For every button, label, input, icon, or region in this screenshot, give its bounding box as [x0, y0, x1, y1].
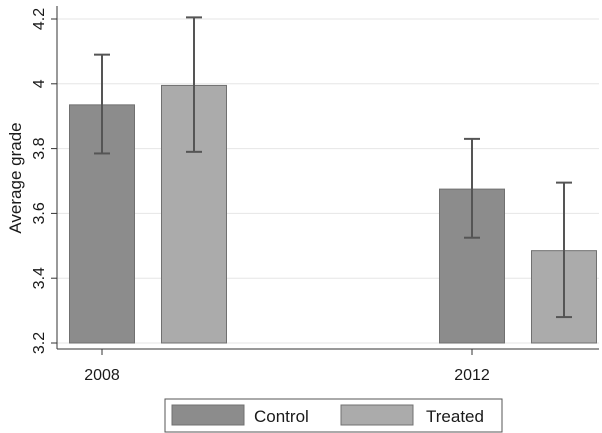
- legend-swatch-control: [171, 404, 245, 426]
- legend-label-control: Control: [254, 407, 309, 426]
- legend-label-treated: Treated: [426, 407, 484, 426]
- y-tick-label: 3.8: [31, 137, 48, 159]
- y-tick-label: 3.6: [31, 202, 48, 224]
- y-tick-label: 3.4: [31, 267, 48, 289]
- gridlines: [57, 18, 599, 344]
- x-tick-label: 2008: [84, 367, 120, 384]
- error-bars: [94, 16, 572, 319]
- legend: Control Treated: [164, 398, 503, 433]
- x-tick-labels: 2008 2012: [84, 349, 490, 384]
- y-tick-labels: 3.2 3.4 3.6 3.8 4 4.2: [31, 8, 57, 354]
- plot-area: [57, 6, 599, 349]
- axes: [56, 6, 599, 350]
- y-axis-title: Average grade: [6, 122, 25, 233]
- x-tick-label: 2012: [454, 367, 490, 384]
- y-tick-label: 4.2: [31, 8, 48, 30]
- legend-swatch-treated: [340, 404, 414, 426]
- y-tick-label: 3.2: [31, 332, 48, 354]
- y-tick-label: 4: [31, 79, 48, 88]
